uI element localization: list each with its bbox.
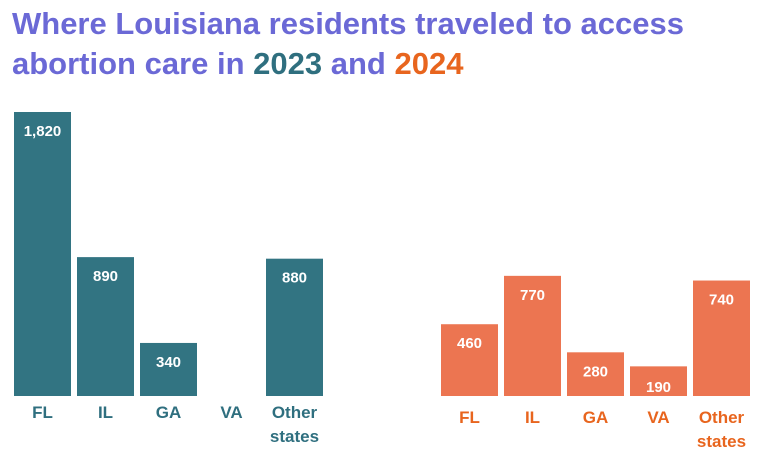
- bar-2024-ga: [567, 352, 624, 396]
- value-label-2023-1: 890: [93, 268, 118, 285]
- title-year-2023: 2023: [253, 46, 323, 81]
- bar-2023-il: [77, 257, 134, 396]
- value-label-2024-4: 740: [709, 292, 734, 309]
- title-part1: Where Louisiana residents traveled to ac…: [12, 6, 684, 81]
- value-label-2023-4: 880: [282, 270, 307, 287]
- category-label-2023-3: VA: [220, 403, 242, 422]
- value-label-2023-0: 1,820: [24, 123, 62, 140]
- value-label-2024-0: 460: [457, 335, 482, 352]
- category-label-2024-0: FL: [459, 408, 480, 427]
- bar-2024-other: [693, 280, 750, 396]
- chart-title: Where Louisiana residents traveled to ac…: [12, 4, 782, 84]
- category-label-2024-3: VA: [647, 408, 669, 427]
- category-label-2023-4: Other states: [270, 403, 319, 446]
- category-label-2024-4: Other states: [697, 408, 746, 451]
- bar-2024-fl: [441, 324, 498, 396]
- value-label-2024-2: 280: [583, 363, 608, 380]
- category-label-2023-1: IL: [98, 403, 113, 422]
- bar-2023-fl: [14, 112, 71, 396]
- category-label-2024-2: GA: [583, 408, 609, 427]
- bar-2023-other: [266, 258, 323, 396]
- category-label-2023-2: GA: [156, 403, 182, 422]
- title-year-2024: 2024: [394, 46, 464, 81]
- bar-2023-ga: [140, 342, 197, 396]
- bar-2024-il: [504, 275, 561, 396]
- bar-2024-va: [630, 366, 687, 396]
- category-label-2024-1: IL: [525, 408, 540, 427]
- value-label-2023-2: 340: [156, 354, 181, 371]
- value-label-2024-3: 190: [646, 379, 671, 396]
- title-part2: and: [322, 46, 395, 81]
- value-label-2024-1: 770: [520, 287, 545, 304]
- category-label-2023-0: FL: [32, 403, 53, 422]
